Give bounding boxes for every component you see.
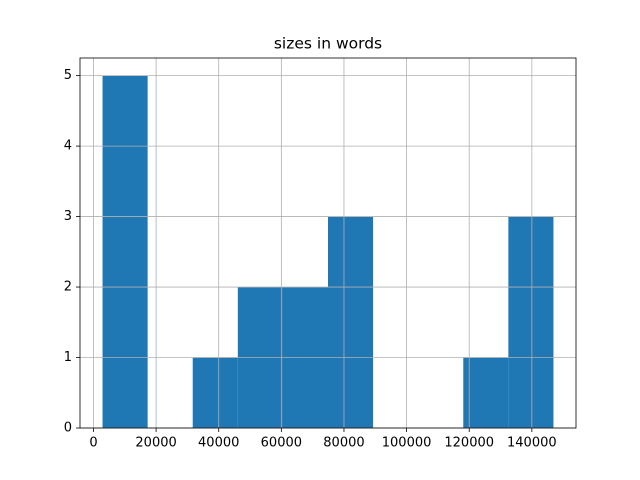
chart-title: sizes in words — [274, 35, 382, 53]
x-tick-label: 80000 — [323, 436, 364, 451]
x-tick-label: 140000 — [507, 436, 557, 451]
bar — [192, 357, 238, 428]
x-tick-label: 0 — [89, 436, 97, 451]
bar — [508, 216, 554, 428]
y-tick-label: 0 — [64, 421, 72, 436]
y-tick-label: 1 — [64, 350, 72, 365]
y-tick-label: 3 — [64, 209, 72, 224]
bar — [328, 216, 374, 428]
x-tick-label: 120000 — [444, 436, 494, 451]
x-tick-label: 20000 — [135, 436, 176, 451]
x-tick-label: 100000 — [382, 436, 432, 451]
bar — [463, 357, 509, 428]
y-tick-label: 5 — [64, 68, 72, 83]
x-tick-label: 60000 — [261, 436, 302, 451]
y-tick-label: 2 — [64, 280, 72, 295]
y-tick-label: 4 — [64, 139, 72, 154]
plot-frame — [79, 57, 577, 429]
bar — [102, 75, 148, 428]
x-tick-label: 40000 — [198, 436, 239, 451]
